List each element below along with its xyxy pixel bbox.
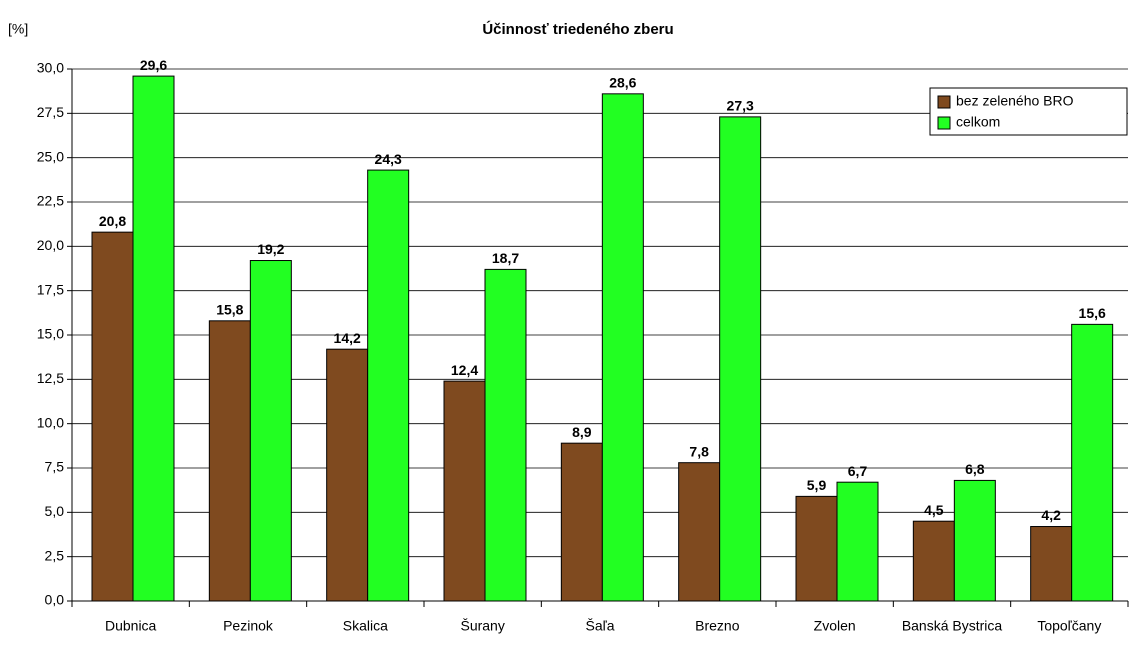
value-label: 28,6 <box>609 75 636 91</box>
y-tick-label: 27,5 <box>37 104 64 120</box>
bar <box>953 479 996 602</box>
bar <box>795 495 838 602</box>
x-tick-label: Šaľa <box>586 618 615 634</box>
value-label: 8,9 <box>572 424 592 440</box>
y-tick-label: 15,0 <box>37 326 64 342</box>
x-tick-label: Banská Bystrica <box>902 618 1003 634</box>
y-tick-label: 30,0 <box>37 60 64 76</box>
x-tick-label: Brezno <box>695 618 740 634</box>
y-tick-label: 2,5 <box>45 547 65 563</box>
value-label: 6,7 <box>848 463 868 479</box>
value-label: 12,4 <box>451 362 478 378</box>
chart-title: Účinnosť triedeného zberu <box>482 20 673 38</box>
bar <box>132 75 175 602</box>
y-tick-label: 10,0 <box>37 414 64 430</box>
bar <box>484 268 527 602</box>
value-label: 20,8 <box>99 213 126 229</box>
y-tick-label: 0,0 <box>45 592 65 608</box>
bar <box>91 231 134 602</box>
value-label: 15,8 <box>216 302 243 318</box>
value-label: 27,3 <box>727 98 754 114</box>
bar <box>678 462 721 602</box>
y-axis-label: [%] <box>8 21 28 37</box>
legend-label: celkom <box>956 114 1000 130</box>
bar <box>601 93 644 602</box>
bar <box>912 520 955 602</box>
value-label: 4,5 <box>924 502 944 518</box>
legend-box <box>929 87 1128 136</box>
bar <box>443 380 486 602</box>
y-tick-label: 20,0 <box>37 237 64 253</box>
legend-swatch <box>937 116 951 130</box>
y-tick-label: 7,5 <box>45 459 65 475</box>
legend-label: bez zeleného BRO <box>956 93 1074 109</box>
value-label: 18,7 <box>492 250 519 266</box>
bar <box>1071 323 1114 602</box>
bar <box>208 320 251 602</box>
value-label: 24,3 <box>375 151 402 167</box>
value-label: 29,6 <box>140 57 167 73</box>
bar <box>249 260 292 602</box>
value-label: 6,8 <box>965 461 985 477</box>
x-tick-label: Topoľčany <box>1037 618 1101 634</box>
bar <box>560 442 603 602</box>
bar <box>326 348 369 602</box>
bar <box>367 169 410 602</box>
x-tick-label: Dubnica <box>105 618 157 634</box>
value-label: 19,2 <box>257 241 284 257</box>
value-label: 4,2 <box>1041 507 1061 523</box>
y-tick-label: 5,0 <box>45 503 65 519</box>
y-tick-label: 22,5 <box>37 193 64 209</box>
x-tick-label: Pezinok <box>223 618 274 634</box>
x-tick-label: Šurany <box>460 618 504 634</box>
value-label: 14,2 <box>334 330 361 346</box>
bar <box>719 116 762 602</box>
x-tick-label: Zvolen <box>814 618 856 634</box>
y-tick-label: 25,0 <box>37 148 64 164</box>
legend-swatch <box>937 95 951 109</box>
x-tick-label: Skalica <box>343 618 388 634</box>
value-label: 5,9 <box>807 477 827 493</box>
value-label: 7,8 <box>689 443 709 459</box>
y-tick-label: 12,5 <box>37 370 64 386</box>
bar <box>836 481 879 602</box>
y-tick-label: 17,5 <box>37 281 64 297</box>
bar <box>1030 526 1073 602</box>
value-label: 15,6 <box>1079 305 1106 321</box>
